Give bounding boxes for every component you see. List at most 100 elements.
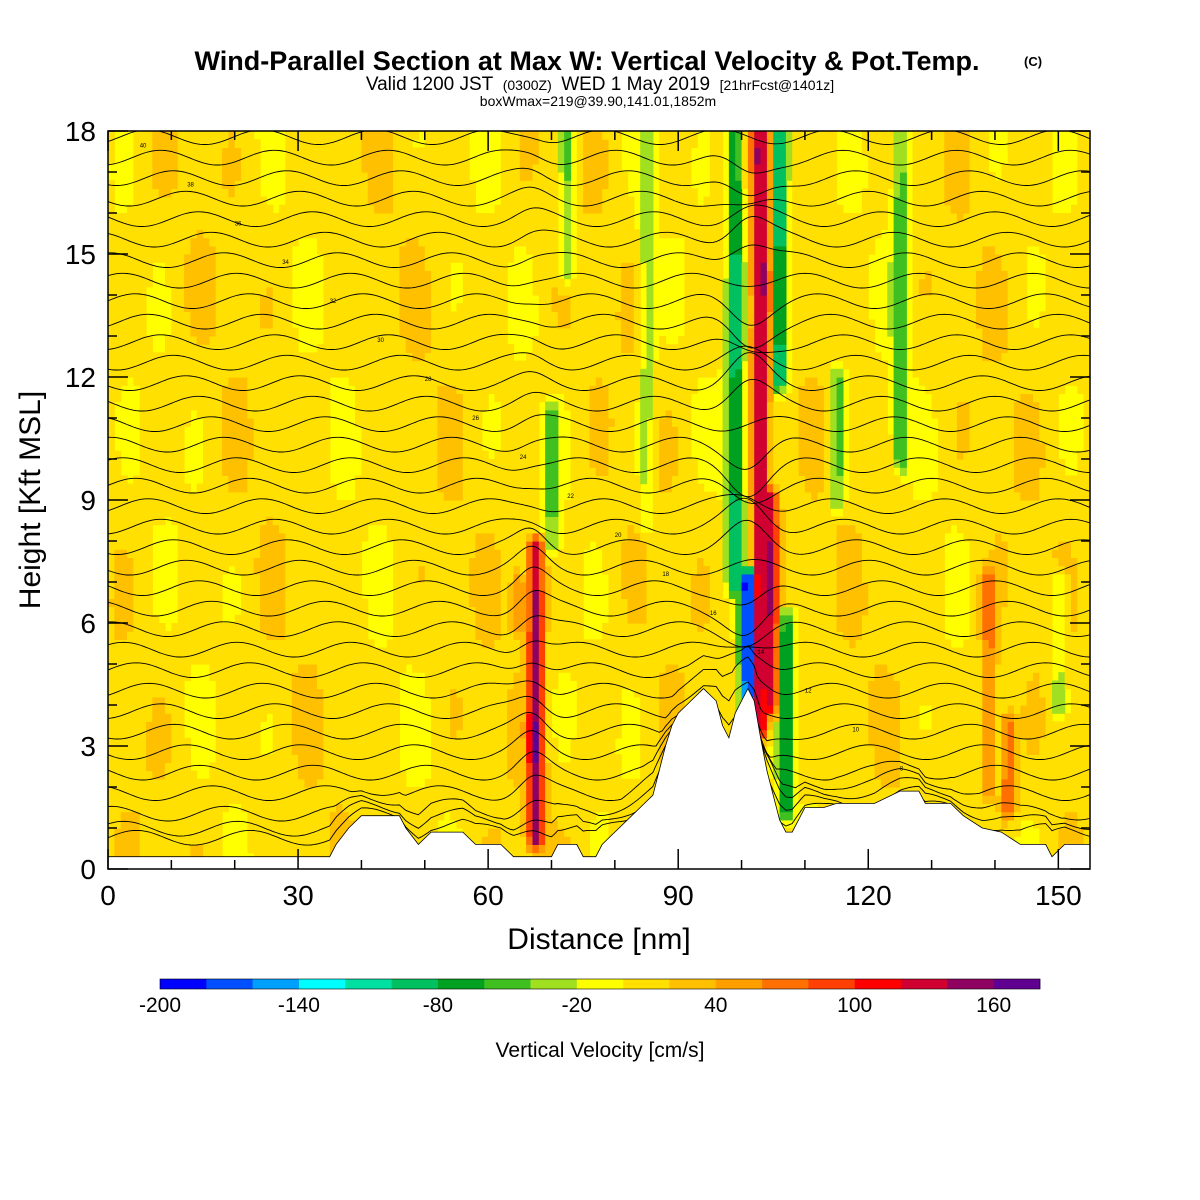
velocity-cell	[513, 639, 521, 649]
velocity-cell	[557, 811, 565, 821]
velocity-cell	[234, 795, 242, 804]
velocity-cell	[291, 655, 299, 665]
velocity-cell	[304, 803, 312, 813]
velocity-cell	[253, 680, 261, 690]
velocity-cell	[994, 582, 1002, 591]
velocity-cell	[450, 655, 458, 665]
velocity-cell	[114, 729, 122, 739]
velocity-cell	[1001, 680, 1009, 690]
velocity-cell	[266, 614, 274, 624]
velocity-cell	[760, 688, 768, 698]
velocity-cell	[355, 664, 363, 673]
velocity-cell	[817, 631, 825, 640]
velocity-cell	[760, 598, 768, 608]
velocity-cell	[456, 614, 464, 624]
velocity-cell	[1045, 762, 1053, 772]
velocity-cell	[184, 614, 191, 624]
velocity-cell	[494, 828, 502, 837]
velocity-cell	[1013, 614, 1021, 624]
velocity-cell	[975, 639, 983, 649]
velocity-cell	[133, 647, 141, 657]
velocity-cell	[545, 705, 553, 714]
velocity-cell	[241, 647, 248, 657]
velocity-cell	[196, 787, 204, 796]
velocity-cell	[247, 606, 255, 616]
velocity-cell	[855, 770, 863, 780]
velocity-cell	[272, 836, 280, 845]
velocity-cell	[418, 623, 426, 632]
velocity-cell	[279, 672, 286, 681]
velocity-cell	[640, 598, 648, 608]
velocity-cell	[811, 729, 819, 739]
velocity-cell	[215, 573, 223, 583]
velocity-cell	[671, 582, 679, 591]
velocity-cell	[652, 582, 660, 591]
velocity-cell	[646, 688, 654, 698]
velocity-cell	[982, 680, 990, 690]
velocity-cell	[817, 672, 825, 681]
velocity-cell	[538, 729, 546, 739]
velocity-cell	[184, 573, 191, 583]
velocity-cell	[266, 672, 274, 681]
velocity-cell	[785, 787, 793, 796]
velocity-cell	[842, 746, 850, 755]
velocity-cell	[621, 598, 629, 608]
velocity-cell	[906, 614, 914, 624]
velocity-cell	[203, 811, 210, 821]
velocity-cell	[1077, 828, 1085, 837]
velocity-cell	[317, 696, 325, 706]
velocity-cell	[526, 639, 534, 649]
velocity-cell	[545, 819, 553, 829]
velocity-cell	[1026, 680, 1034, 690]
velocity-cell	[500, 573, 508, 583]
velocity-cell	[488, 688, 496, 698]
velocity-cell	[215, 787, 223, 796]
velocity-cell	[1001, 623, 1009, 632]
velocity-cell	[450, 590, 458, 599]
velocity-cell	[849, 778, 857, 788]
velocity-cell	[564, 655, 572, 665]
velocity-cell	[595, 762, 603, 772]
velocity-cell	[671, 573, 679, 583]
velocity-cell	[931, 696, 939, 706]
velocity-cell	[621, 606, 629, 616]
velocity-cell	[285, 713, 293, 722]
velocity-cell	[266, 623, 274, 632]
velocity-cell	[488, 705, 496, 714]
velocity-cell	[646, 582, 654, 591]
velocity-cell	[747, 623, 755, 632]
velocity-cell	[1051, 696, 1059, 706]
velocity-cell	[1070, 590, 1078, 599]
velocity-cell	[393, 647, 401, 657]
velocity-cell	[241, 787, 248, 796]
velocity-cell	[646, 573, 654, 583]
velocity-cell	[443, 688, 451, 698]
velocity-cell	[988, 639, 996, 649]
velocity-cell	[481, 746, 489, 755]
velocity-cell	[874, 713, 882, 722]
velocity-cell	[988, 647, 996, 657]
velocity-cell	[652, 647, 660, 657]
velocity-cell	[462, 721, 470, 731]
velocity-cell	[1077, 639, 1085, 649]
velocity-cell	[1032, 754, 1040, 763]
velocity-cell	[1064, 787, 1072, 796]
velocity-cell	[443, 705, 451, 714]
velocity-cell	[918, 623, 926, 632]
velocity-cell	[868, 754, 876, 763]
velocity-cell	[576, 688, 584, 698]
velocity-cell	[982, 713, 990, 722]
velocity-cell	[291, 844, 299, 854]
velocity-cell	[108, 688, 115, 698]
velocity-cell	[557, 803, 565, 813]
velocity-cell	[994, 787, 1002, 796]
velocity-cell	[557, 778, 565, 788]
velocity-cell	[709, 672, 717, 681]
velocity-cell	[975, 631, 983, 640]
velocity-cell	[538, 828, 546, 837]
velocity-cell	[355, 598, 363, 608]
velocity-cell	[906, 582, 914, 591]
velocity-cell	[538, 811, 546, 821]
velocity-cell	[1058, 762, 1066, 772]
velocity-cell	[621, 614, 629, 624]
